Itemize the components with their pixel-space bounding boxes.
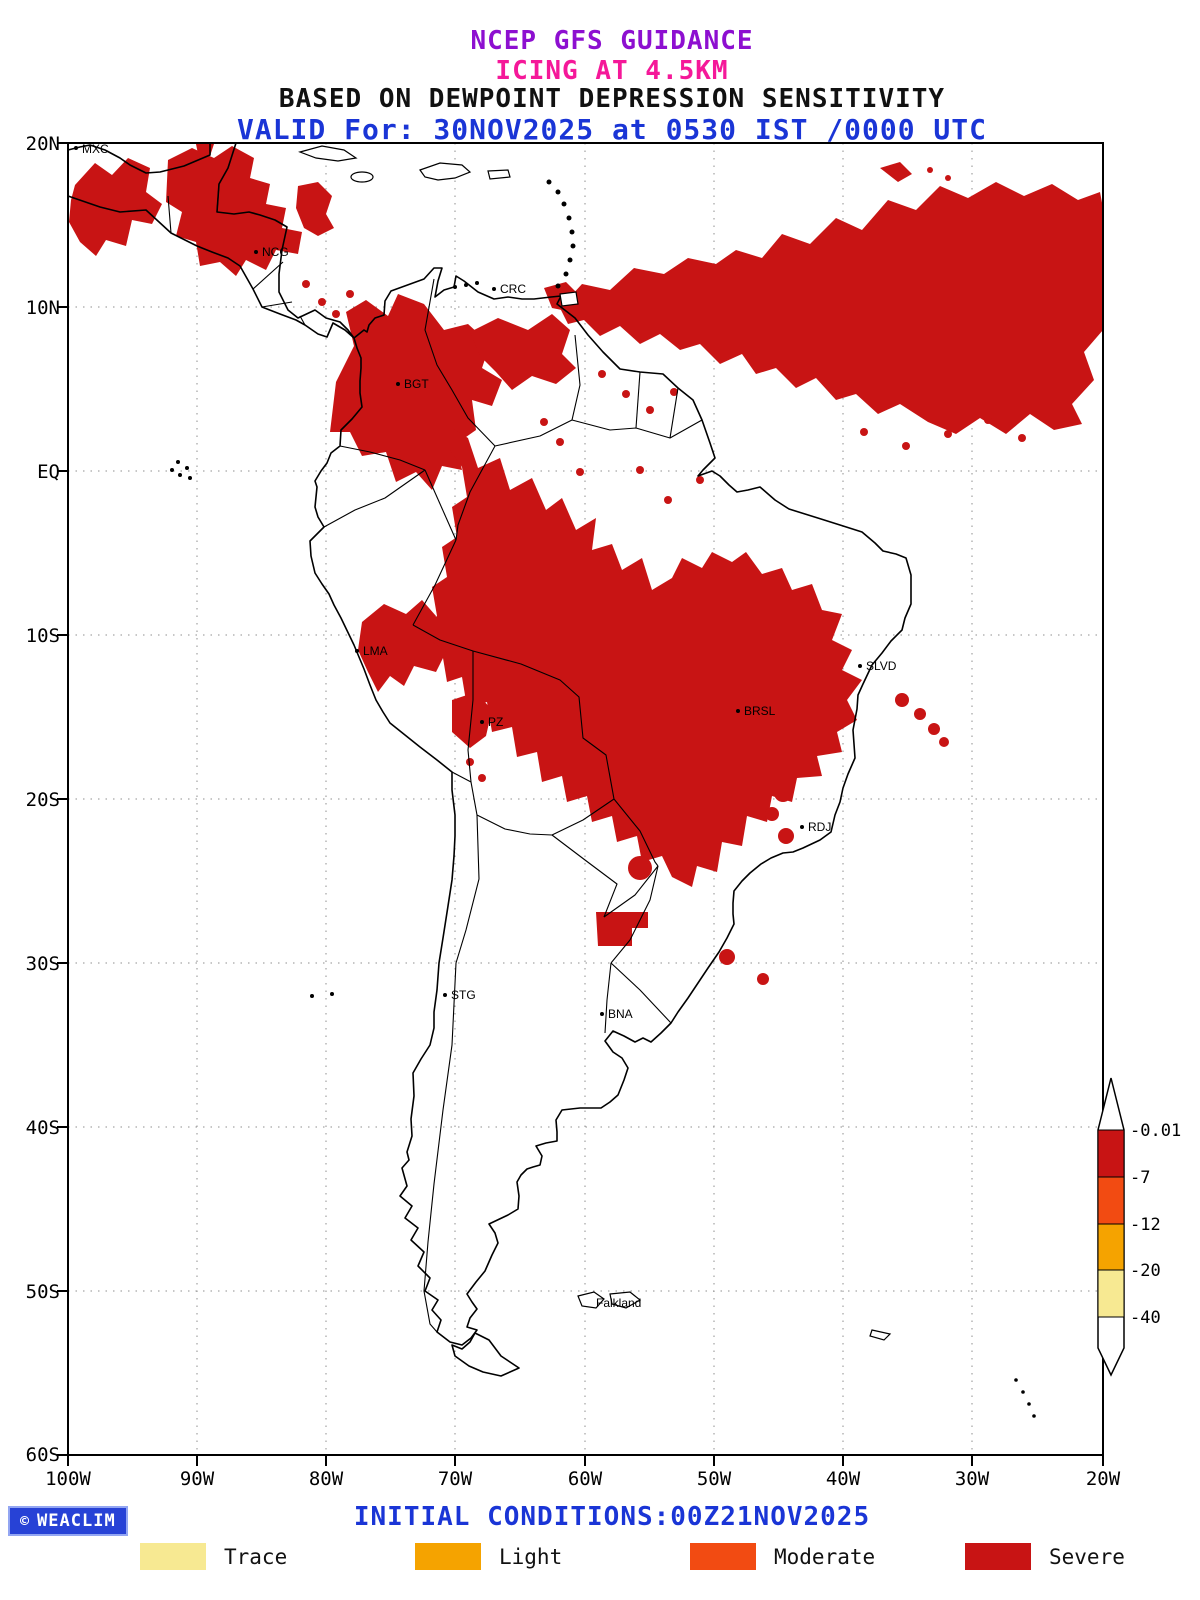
lat-label: 40S (26, 1117, 60, 1139)
city-label: RDJ (808, 820, 831, 834)
initial-conditions-text: INITIAL CONDITIONS:00Z21NOV2025 (353, 1502, 871, 1532)
city-label: BGT (404, 377, 429, 391)
legend-label-trace: Trace (224, 1544, 288, 1569)
legend-swatch-trace (140, 1543, 206, 1570)
coastline (67, 142, 912, 1377)
copyright-icon: © (20, 1512, 31, 1530)
colorbar-label: -7 (1130, 1168, 1150, 1188)
legend-label-moderate: Moderate (774, 1544, 876, 1569)
city-label: Falkland (596, 1296, 641, 1310)
lon-label: 20W (1086, 1468, 1121, 1490)
city-label: STG (451, 988, 476, 1002)
title-model: NCEP GFS GUIDANCE (470, 26, 754, 56)
legend-swatch-light (415, 1543, 481, 1570)
city-markers (74, 146, 862, 1016)
lat-label: 10S (26, 625, 60, 647)
legend-swatch-moderate (690, 1543, 756, 1570)
lat-label: 20N (26, 133, 60, 155)
colorbar-light-segment (1097, 1223, 1125, 1271)
lon-label: 80W (309, 1468, 344, 1490)
city-label: MXC (82, 142, 109, 156)
lon-label: 90W (180, 1468, 215, 1490)
axis-ticks (57, 142, 1104, 1466)
city-label: NCG (262, 245, 289, 259)
lon-label: 100W (45, 1468, 91, 1490)
lat-label: 50S (26, 1281, 60, 1303)
colorbar-label: -20 (1130, 1261, 1161, 1281)
legend-item-light: Light (415, 1543, 562, 1570)
weaclim-logo-text: WEACLIM (37, 1511, 116, 1531)
city-label: CRC (500, 282, 526, 296)
colorbar-moderate-segment (1097, 1176, 1125, 1225)
country-borders (167, 183, 703, 1333)
title-method: BASED ON DEWPOINT DEPRESSION SENSITIVITY (278, 84, 946, 114)
islands (298, 145, 892, 1341)
city-label: SLVD (866, 659, 897, 673)
lon-label: 30W (955, 1468, 990, 1490)
colorbar-trace-segment (1097, 1269, 1125, 1318)
longitude-labels: 100W 90W 80W 70W 60W 50W 40W 30W 20W (45, 1468, 1121, 1490)
title-valid-time: VALID For: 30NOV2025 at 0530 IST /0000 U… (236, 113, 987, 146)
lat-label: 60S (26, 1444, 60, 1466)
legend-item-severe: Severe (965, 1543, 1125, 1570)
island-dots (170, 179, 1036, 1418)
lat-label: 20S (26, 789, 60, 811)
title-parameter: ICING AT 4.5KM (495, 56, 729, 86)
severe-icing-regions (69, 144, 1103, 985)
latitude-labels: 20N 10N EQ 10S 20S 30S 40S 50S 60S (26, 133, 60, 1466)
lat-label: 10N (26, 297, 60, 319)
lon-label: 50W (697, 1468, 732, 1490)
legend-label-severe: Severe (1049, 1544, 1125, 1569)
colorbar-label: -12 (1130, 1215, 1161, 1235)
city-label: BRSL (744, 704, 776, 718)
city-labels: MXC NCG CRC BGT LMA PZ BRSL SLVD RDJ STG… (82, 142, 897, 1310)
lat-label: EQ (37, 461, 60, 483)
legend-swatch-severe (965, 1543, 1031, 1570)
city-label: PZ (488, 715, 503, 729)
city-label: BNA (608, 1007, 633, 1021)
colorbar-label: -40 (1130, 1308, 1161, 1328)
colorbar-severe-segment (1097, 1129, 1125, 1178)
weaclim-logo-badge: © WEACLIM (8, 1506, 128, 1536)
severity-legend: Trace Light Moderate Severe (0, 1543, 1200, 1583)
colorbar: -0.01 -7 -12 -20 -40 (1097, 1077, 1181, 1377)
lon-label: 40W (826, 1468, 861, 1490)
lon-label: 60W (568, 1468, 603, 1490)
lon-label: 70W (438, 1468, 473, 1490)
colorbar-label: -0.01 (1130, 1121, 1181, 1141)
legend-item-moderate: Moderate (690, 1543, 875, 1570)
lat-label: 30S (26, 953, 60, 975)
legend-item-trace: Trace (140, 1543, 287, 1570)
legend-label-light: Light (499, 1544, 563, 1569)
city-label: LMA (363, 644, 388, 658)
